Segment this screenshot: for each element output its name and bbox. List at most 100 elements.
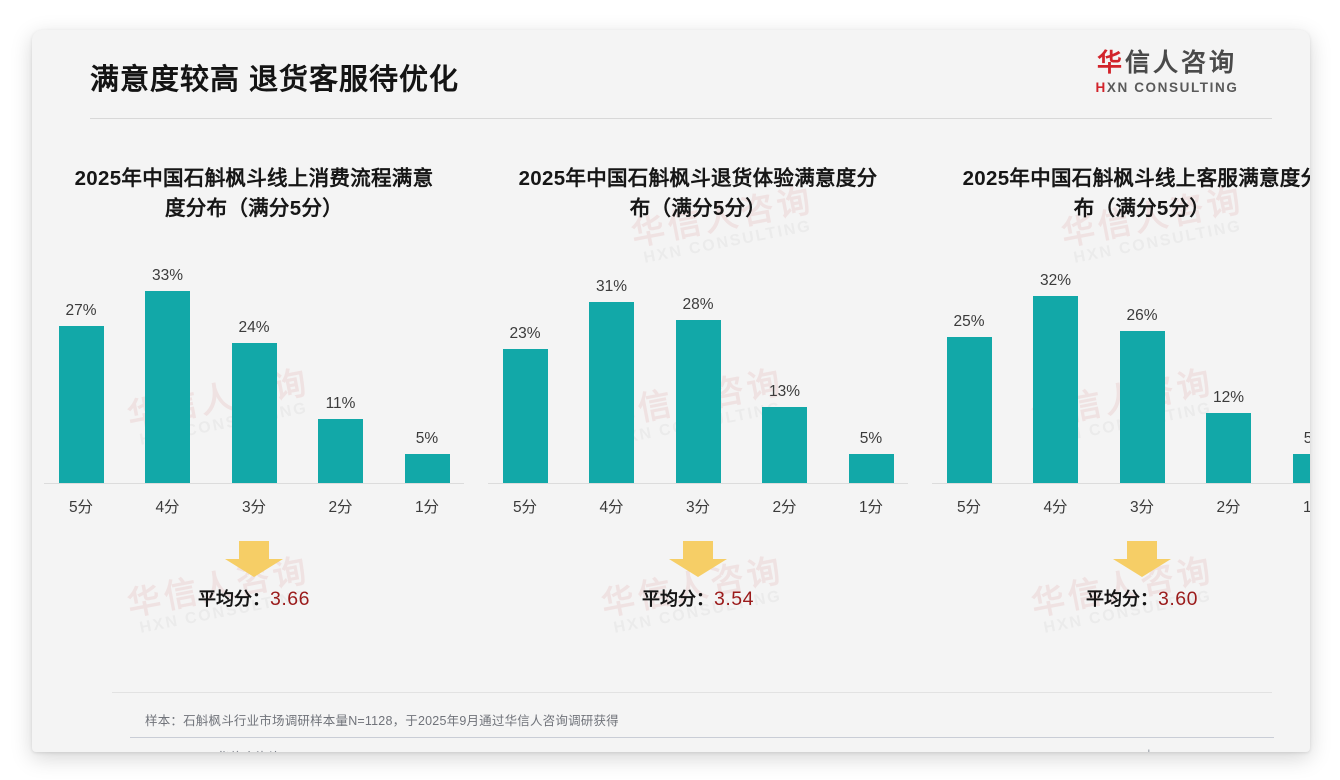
bar[interactable]	[502, 349, 548, 484]
bar-group: 25% 32% 26% 12% 5%	[940, 255, 1310, 484]
logo-chinese-rest: 信人咨询	[1125, 49, 1238, 77]
logo-char-h: H	[1095, 79, 1107, 95]
brand-logo: 华信人咨询 HXN CONSULTING	[1062, 49, 1272, 95]
copyright-text: ©2025.11 HXR华信人咨询	[130, 747, 282, 752]
bar-group: 27% 33% 24% 11% 5%	[52, 255, 456, 484]
bar-slot: 12%	[1200, 255, 1258, 484]
down-arrow-icon	[669, 541, 727, 578]
bar-value-label: 31%	[595, 278, 628, 296]
bar-value-label: 12%	[1212, 389, 1245, 407]
bar[interactable]	[1206, 413, 1251, 484]
x-axis-tick-label: 2分	[772, 499, 797, 517]
bar-slot: 33%	[139, 255, 197, 484]
bar-slot: 27%	[52, 255, 110, 484]
average-score-value: 3.66	[270, 588, 310, 611]
page-title: 满意度较高 退货客服待优化	[90, 64, 460, 96]
bar-value-label: 24%	[238, 319, 270, 337]
bar-value-label: 13%	[768, 383, 801, 401]
bar-slot: 5%	[398, 255, 456, 484]
website-link[interactable]: www.hxrcon.com	[1118, 748, 1212, 752]
average-score-label: 平均分：	[642, 589, 715, 610]
bar-value-label: 33%	[151, 267, 184, 285]
bar[interactable]	[1033, 296, 1078, 484]
chart-panel-customer-service: 2025年中国石斛枫斗线上客服满意度分布（满分5分） 25% 32% 26% 12% 5…	[920, 138, 1310, 678]
x-axis-tick-label: 4分	[599, 499, 624, 517]
bar-slot: 13%	[756, 255, 814, 484]
bar-value-label: 5%	[415, 430, 439, 448]
x-axis-tick-label: 4分	[1043, 499, 1068, 517]
footnote-divider	[112, 692, 1272, 693]
bar-slot: 26%	[1113, 255, 1171, 484]
x-axis-labels: 5分 4分 3分 2分 1分	[488, 495, 908, 517]
bar-slot: 32%	[1027, 255, 1085, 484]
logo-english-name: HXN CONSULTING	[1062, 80, 1272, 95]
down-arrow-icon	[1113, 541, 1171, 578]
bar-value-label: 5%	[859, 430, 883, 448]
bar-value-label: 28%	[682, 296, 714, 314]
x-axis-tick-label: 1分	[858, 499, 884, 517]
bar-value-label: 26%	[1126, 307, 1158, 325]
average-score-value: 3.54	[714, 588, 754, 611]
logo-char-hua: 华	[1096, 49, 1125, 77]
slide-footer: ©2025.11 HXR华信人咨询 www.hxrcon.com	[32, 742, 1310, 752]
average-score-text: 平均分：3.66	[44, 585, 464, 611]
x-axis-tick-label: 1分	[1302, 499, 1310, 517]
x-axis-line	[44, 483, 464, 485]
bar-slot: 5%	[1286, 255, 1310, 484]
bar-value-label: 5%	[1303, 430, 1310, 448]
chart-title: 2025年中国石斛枫斗线上消费流程满意度分布（满分5分）	[74, 167, 434, 220]
x-axis-labels: 5分 4分 3分 2分 1分	[932, 495, 1310, 517]
x-axis-tick-label: 5分	[956, 499, 982, 517]
logo-english-rest: XN CONSULTING	[1106, 79, 1239, 95]
bar-slot: 25%	[940, 255, 998, 484]
bar-slot: 5%	[842, 255, 900, 484]
bar[interactable]	[58, 326, 104, 484]
bar[interactable]	[675, 320, 721, 484]
chart-title: 2025年中国石斛枫斗退货体验满意度分布（满分5分）	[518, 167, 878, 220]
slide-header: 满意度较高 退货客服待优化 华信人咨询 HXN CONSULTING	[32, 30, 1310, 122]
bar[interactable]	[145, 291, 190, 484]
x-axis-tick-label: 3分	[1129, 499, 1155, 517]
bar[interactable]	[589, 302, 634, 484]
slide-page: 满意度较高 退货客服待优化 华信人咨询 HXN CONSULTING 华信人咨询…	[32, 30, 1310, 752]
bar[interactable]	[231, 343, 277, 484]
logo-chinese-name: 华信人咨询	[1062, 49, 1272, 78]
bar-group: 23% 31% 28% 13% 5%	[496, 255, 900, 484]
x-axis-line	[488, 483, 908, 485]
bar-slot: 28%	[669, 255, 727, 484]
average-score-text: 平均分：3.60	[932, 585, 1310, 611]
bar[interactable]	[404, 454, 450, 484]
x-axis-tick-label: 5分	[512, 499, 538, 517]
bar[interactable]	[1292, 454, 1310, 484]
sample-footnote: 样本：石斛枫斗行业市场调研样本量N=1128，于2025年9月通过华信人咨询调研…	[145, 714, 619, 728]
x-axis-tick-label: 2分	[328, 499, 353, 517]
bar[interactable]	[762, 407, 807, 484]
x-axis-tick-label: 3分	[685, 499, 711, 517]
chart-title: 2025年中国石斛枫斗线上客服满意度分布（满分5分）	[962, 167, 1310, 220]
x-axis-tick-label: 2分	[1216, 499, 1241, 517]
bar-slot: 24%	[225, 255, 283, 484]
x-axis-tick-label: 3分	[241, 499, 267, 517]
bar-slot: 11%	[312, 255, 370, 484]
bar-value-label: 32%	[1039, 272, 1072, 290]
bar-value-label: 27%	[65, 302, 97, 320]
x-axis-labels: 5分 4分 3分 2分 1分	[44, 495, 464, 517]
bar-value-label: 11%	[325, 395, 356, 413]
bar-chart-plot: 25% 32% 26% 12% 5%	[932, 255, 1310, 485]
down-arrow-icon	[225, 541, 283, 578]
average-score-label: 平均分：	[198, 589, 271, 610]
x-axis-tick-label: 4分	[155, 499, 180, 517]
bar-slot: 31%	[583, 255, 641, 484]
bar-chart-plot: 27% 33% 24% 11% 5%	[44, 255, 464, 485]
average-score-block: 平均分：3.60	[932, 541, 1310, 611]
footer-divider	[130, 737, 1274, 738]
x-axis-line	[932, 483, 1310, 485]
bar-chart-plot: 23% 31% 28% 13% 5%	[488, 255, 908, 485]
bar[interactable]	[848, 454, 894, 484]
bar-slot: 23%	[496, 255, 554, 484]
bar[interactable]	[1119, 331, 1165, 484]
average-score-value: 3.60	[1158, 588, 1198, 611]
bar[interactable]	[318, 419, 363, 484]
bar[interactable]	[946, 337, 992, 484]
x-axis-tick-label: 1分	[414, 499, 440, 517]
